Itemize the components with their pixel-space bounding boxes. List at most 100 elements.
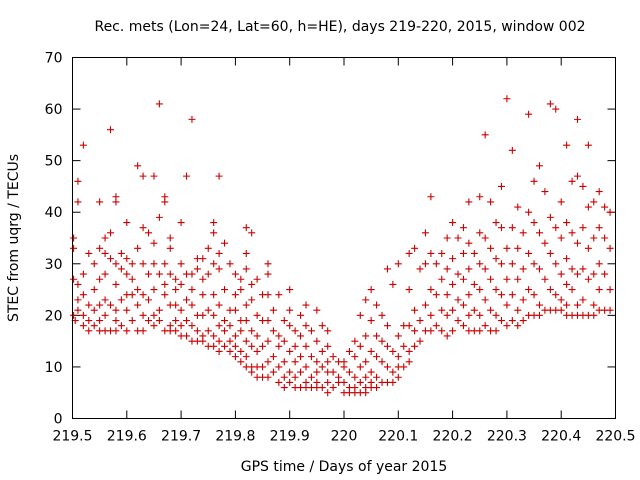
data-point <box>465 198 473 206</box>
data-point <box>259 342 267 350</box>
data-point <box>394 353 402 361</box>
data-point <box>324 342 332 350</box>
data-point <box>432 260 440 268</box>
data-point <box>389 280 397 288</box>
data-point <box>161 280 169 288</box>
data-point <box>134 162 142 170</box>
x-tick-label: 220.3 <box>487 429 527 445</box>
data-point <box>139 311 147 319</box>
data-point <box>302 301 310 309</box>
data-point <box>525 110 533 118</box>
y-tick-label: 40 <box>45 205 63 221</box>
data-point <box>563 141 571 149</box>
data-point <box>85 317 93 325</box>
y-tick-label: 70 <box>45 51 63 67</box>
data-point <box>172 327 180 335</box>
data-point <box>573 301 581 309</box>
data-point <box>231 306 239 314</box>
data-point <box>112 317 120 325</box>
data-point <box>215 172 223 180</box>
data-point <box>601 270 609 278</box>
data-point <box>166 234 174 242</box>
data-point <box>476 260 484 268</box>
data-point <box>394 260 402 268</box>
data-point <box>134 286 142 294</box>
data-point <box>112 327 120 335</box>
data-point <box>454 296 462 304</box>
data-point <box>345 347 353 355</box>
data-point <box>286 306 294 314</box>
data-point <box>459 301 467 309</box>
data-point <box>70 275 78 283</box>
data-point <box>101 311 109 319</box>
data-point <box>210 342 218 350</box>
data-point <box>421 301 429 309</box>
data-point <box>487 275 495 283</box>
data-point <box>492 286 500 294</box>
data-point <box>470 280 478 288</box>
data-point <box>275 378 283 386</box>
data-point <box>242 249 250 257</box>
data-point <box>405 322 413 330</box>
data-point <box>443 265 451 273</box>
data-point <box>302 342 310 350</box>
data-point <box>269 368 277 376</box>
data-point <box>584 141 592 149</box>
data-points <box>70 95 614 397</box>
data-point <box>497 224 505 232</box>
data-point <box>134 244 142 252</box>
data-point <box>177 322 185 330</box>
data-point <box>248 296 256 304</box>
data-point <box>411 327 419 335</box>
data-point <box>237 327 245 335</box>
data-point <box>313 368 321 376</box>
data-point <box>405 249 413 257</box>
data-point <box>367 286 375 294</box>
data-point <box>280 317 288 325</box>
data-point <box>112 306 120 314</box>
data-point <box>128 317 136 325</box>
data-point <box>253 311 261 319</box>
data-point <box>595 260 603 268</box>
data-point <box>107 229 115 237</box>
data-point <box>356 342 364 350</box>
data-point <box>383 363 391 371</box>
data-point <box>264 358 272 366</box>
data-point <box>96 275 104 283</box>
data-point <box>128 260 136 268</box>
data-point <box>351 353 359 361</box>
data-point <box>237 347 245 355</box>
data-point <box>253 332 261 340</box>
data-point <box>438 275 446 283</box>
data-point <box>606 306 614 314</box>
data-point <box>318 347 326 355</box>
data-point <box>226 260 234 268</box>
data-point <box>253 275 261 283</box>
data-point <box>248 280 256 288</box>
data-point <box>362 389 370 397</box>
data-point <box>96 198 104 206</box>
data-point <box>221 239 229 247</box>
data-point <box>117 322 125 330</box>
data-point <box>465 239 473 247</box>
data-point <box>215 322 223 330</box>
data-point <box>568 177 576 185</box>
data-point <box>74 280 82 288</box>
data-point <box>416 317 424 325</box>
data-point <box>508 260 516 268</box>
data-point <box>427 193 435 201</box>
data-point <box>145 270 153 278</box>
data-point <box>210 332 218 340</box>
data-point <box>373 384 381 392</box>
data-point <box>454 317 462 325</box>
data-point <box>215 337 223 345</box>
data-point <box>552 291 560 299</box>
data-point <box>145 317 153 325</box>
y-tick-label: 20 <box>45 308 63 324</box>
data-point <box>394 332 402 340</box>
data-point <box>286 286 294 294</box>
data-point <box>139 327 147 335</box>
data-point <box>291 373 299 381</box>
data-point <box>280 358 288 366</box>
data-point <box>183 296 191 304</box>
